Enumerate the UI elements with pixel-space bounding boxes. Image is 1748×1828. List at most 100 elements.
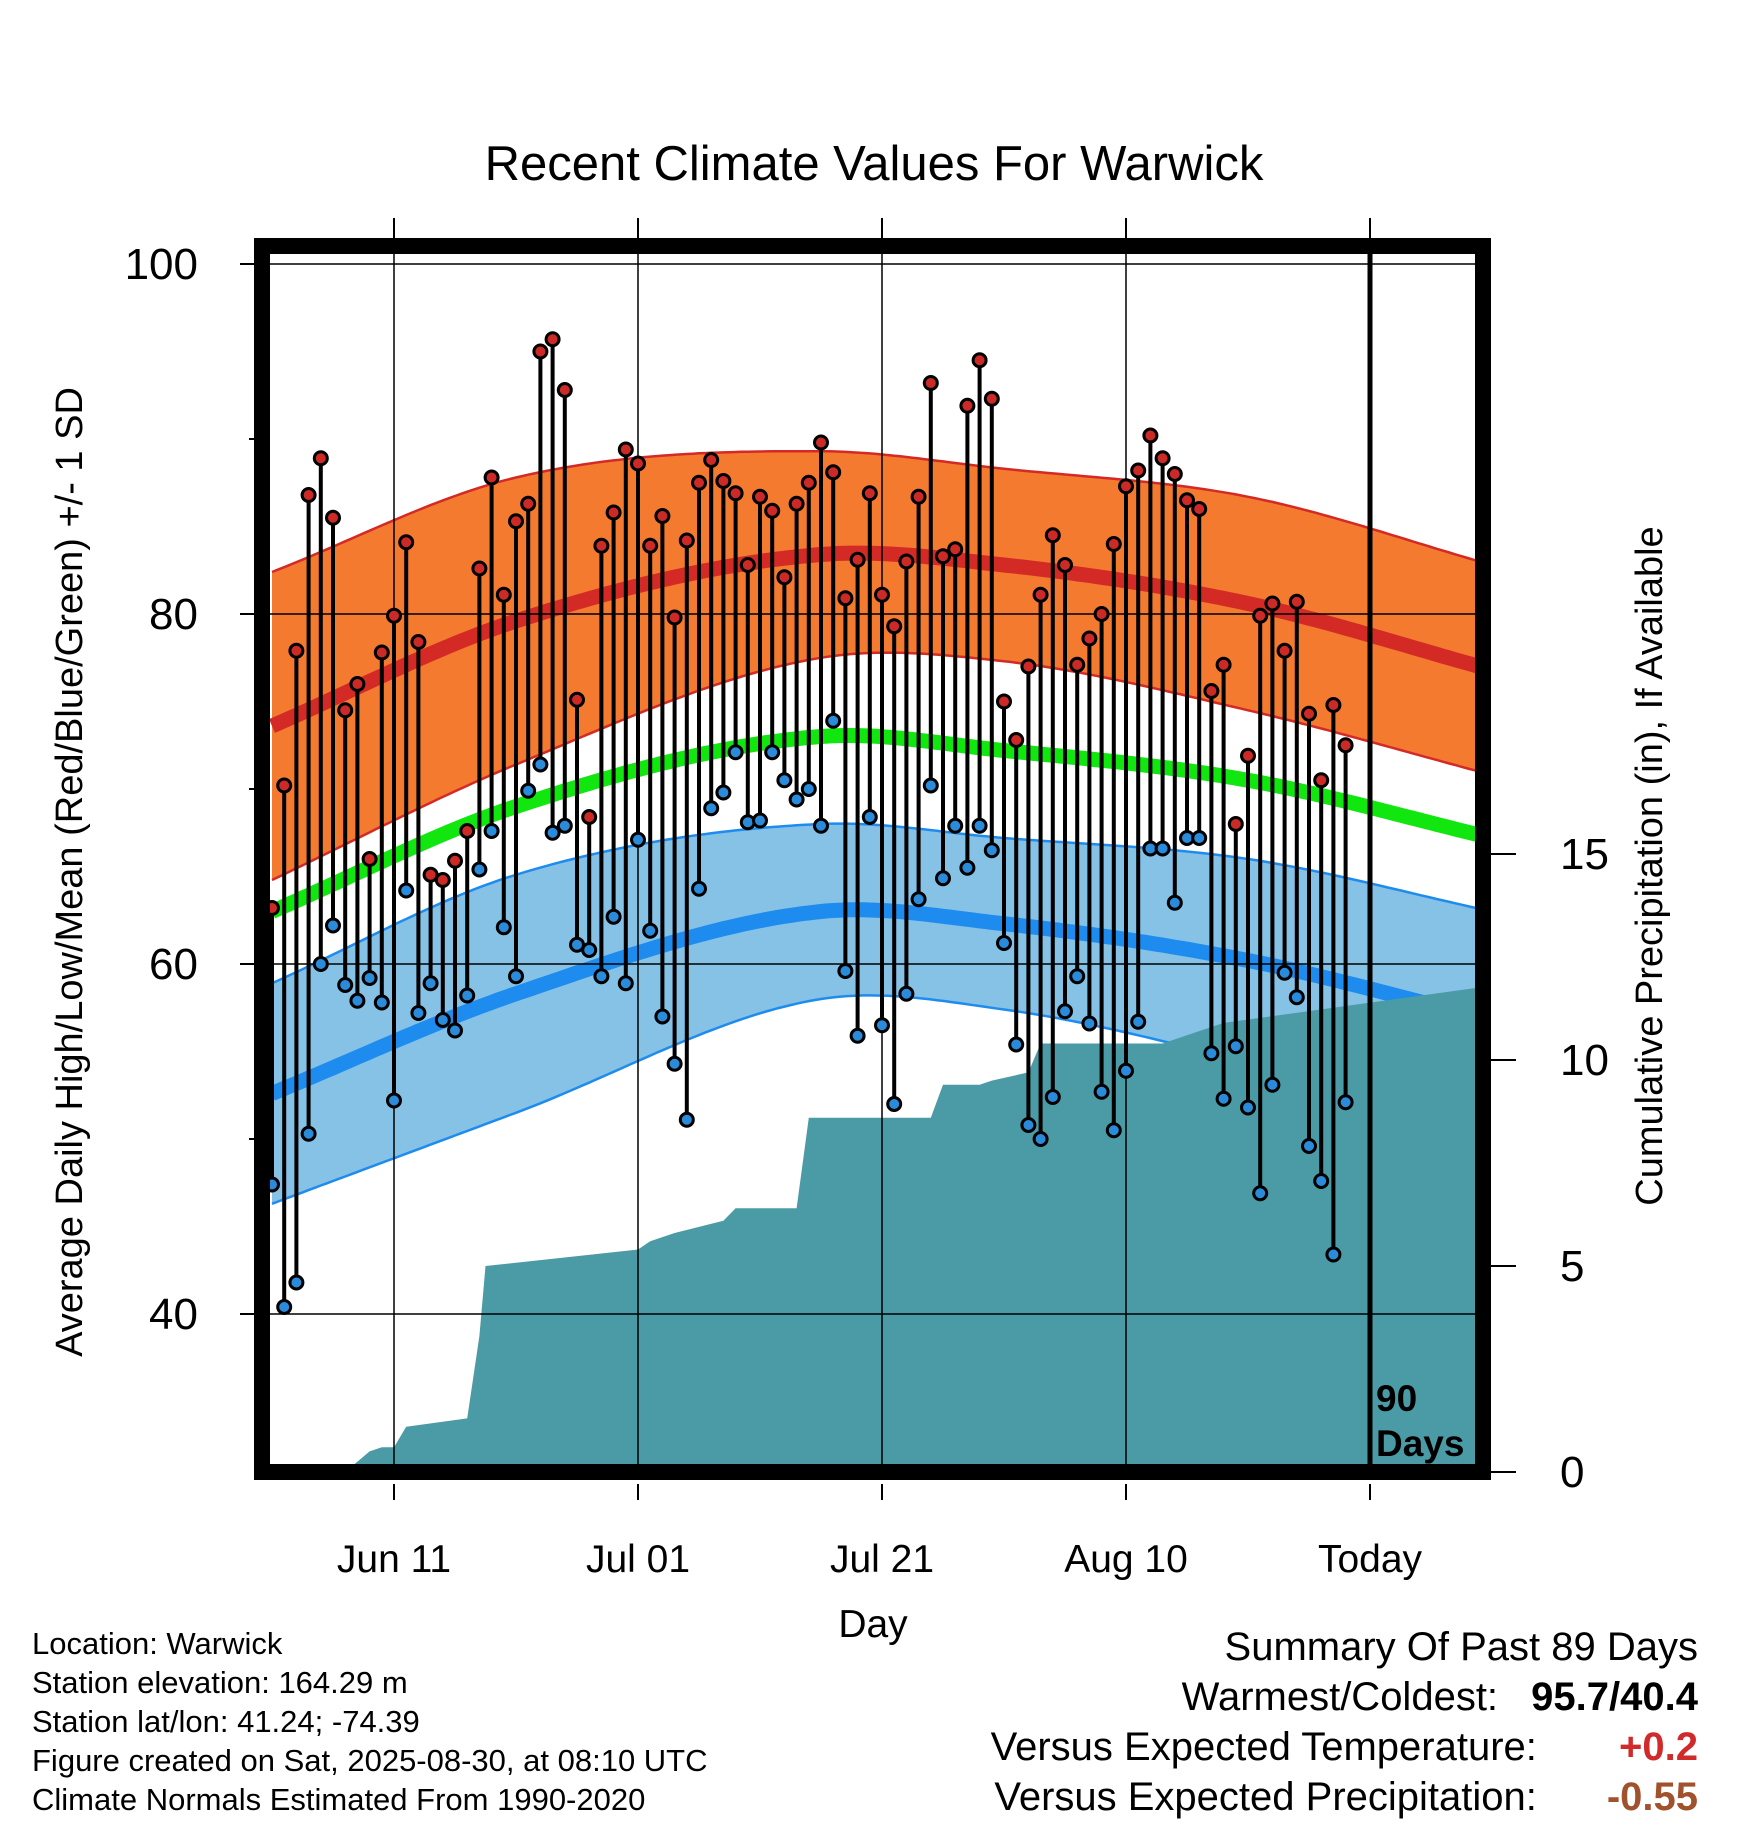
today-label-number: 90 — [1376, 1378, 1417, 1419]
created-text: Figure created on Sat, 2025-08-30, at 08… — [32, 1743, 708, 1778]
normal-low-sd-band — [272, 823, 1483, 1204]
daily-low-point — [874, 1017, 890, 1034]
summary-temp: Versus Expected Temperature: +0.2 — [991, 1722, 1698, 1772]
daily-high-point — [1276, 642, 1293, 659]
y-tick-label: 40 — [149, 1290, 198, 1339]
daily-low-point — [1069, 968, 1086, 985]
daily-low-point — [678, 1111, 695, 1128]
daily-low-point — [556, 817, 573, 834]
daily-high-point — [410, 634, 427, 650]
daily-high-point — [996, 693, 1012, 710]
y2-tick-label: 15 — [1560, 830, 1609, 879]
daily-high-point — [1288, 593, 1305, 610]
daily-low-point — [1032, 1131, 1049, 1147]
daily-low-point — [800, 781, 817, 797]
daily-high-point — [288, 642, 305, 659]
daily-low-point — [1325, 1246, 1342, 1263]
precip-value: -0.55 — [1606, 1775, 1698, 1819]
daily-low-point — [373, 994, 390, 1011]
daily-high-point — [1032, 586, 1049, 603]
daily-high-point — [971, 352, 988, 369]
daily-high-point — [1215, 656, 1232, 673]
daily-high-point — [935, 548, 951, 565]
daily-low-point — [398, 882, 415, 899]
daily-low-point — [1044, 1089, 1061, 1105]
daily-low-point — [922, 777, 939, 794]
daily-low-point — [1264, 1076, 1281, 1093]
daily-high-point — [1240, 747, 1256, 764]
today-label-unit: Days — [1376, 1423, 1464, 1464]
daily-low-point — [1252, 1185, 1269, 1202]
daily-low-point — [642, 922, 659, 939]
daily-high-point — [1008, 732, 1025, 748]
daily-low-point — [1313, 1173, 1330, 1189]
daily-high-point — [630, 455, 646, 472]
y-axis-label: Average Daily High/Low/Mean (Red/Blue/Gr… — [49, 387, 91, 1357]
daily-low-point — [532, 756, 549, 773]
y-tick-label: 80 — [149, 590, 198, 639]
daily-low-point — [1337, 1094, 1354, 1111]
daily-high-point — [910, 488, 927, 505]
daily-high-point — [898, 553, 915, 570]
daily-high-point — [593, 537, 610, 554]
temp-label: Versus Expected Temperature: — [990, 1725, 1537, 1769]
chart-title: Recent Climate Values For Warwick — [485, 137, 1264, 191]
daily-high-point — [886, 618, 903, 635]
cumulative-precip-area — [345, 987, 1483, 1472]
daily-high-point — [1118, 478, 1134, 495]
daily-high-point — [483, 469, 500, 486]
daily-low-point — [605, 908, 622, 925]
daily-high-point — [922, 375, 939, 391]
daily-low-point — [459, 987, 476, 1004]
daily-low-point — [1130, 1013, 1147, 1030]
daily-low-point — [971, 817, 988, 834]
daily-low-point — [1301, 1138, 1317, 1154]
daily-high-point — [361, 851, 378, 867]
daily-high-point — [678, 532, 695, 549]
daily-low-point — [861, 809, 878, 825]
daily-high-point — [325, 509, 341, 526]
daily-high-point — [581, 809, 598, 825]
daily-low-point — [703, 800, 720, 817]
daily-high-point — [312, 450, 329, 467]
daily-low-point — [752, 812, 768, 829]
daily-low-point — [1154, 840, 1171, 857]
daily-high-point — [800, 474, 817, 491]
daily-high-point — [739, 557, 756, 573]
daily-low-point — [434, 1012, 451, 1028]
daily-high-point — [447, 852, 463, 869]
daily-high-point — [1252, 607, 1269, 624]
daily-low-point — [288, 1274, 305, 1291]
daily-low-point — [593, 968, 610, 985]
daily-high-point — [1313, 772, 1330, 789]
daily-high-point — [337, 702, 354, 719]
daily-high-point — [1081, 630, 1098, 647]
daily-low-point — [1215, 1090, 1232, 1107]
y2-tick-label: 10 — [1560, 1036, 1609, 1085]
warm-cold-value: 95.7/40.4 — [1531, 1675, 1698, 1719]
daily-high-point — [983, 390, 1000, 407]
plot-frame — [254, 238, 1491, 1480]
daily-low-point — [1227, 1038, 1244, 1055]
daily-low-point — [788, 791, 805, 808]
x-axis-label: Day — [838, 1603, 908, 1646]
daily-low-point — [1276, 964, 1293, 981]
daily-high-point — [1057, 557, 1073, 573]
location-text: Location: Warwick — [32, 1626, 283, 1661]
daily-low-point — [910, 891, 927, 908]
latlon-text: Station lat/lon: 41.24; -74.39 — [32, 1704, 420, 1739]
daily-low-point — [337, 977, 354, 993]
daily-high-point — [837, 590, 854, 607]
daily-high-point — [1179, 492, 1195, 509]
station-info: Location: Warwick Station elevation: 164… — [32, 1624, 708, 1819]
daily-low-point — [1057, 1003, 1073, 1020]
daily-high-point — [556, 382, 573, 398]
daily-low-point — [825, 712, 842, 729]
daily-low-point — [886, 1096, 903, 1112]
daily-high-point — [1325, 697, 1342, 713]
daily-low-point — [386, 1092, 402, 1109]
daily-low-point — [1118, 1062, 1134, 1079]
daily-low-point — [1288, 989, 1305, 1006]
warm-cold-label: Warmest/Coldest: — [1181, 1675, 1499, 1719]
